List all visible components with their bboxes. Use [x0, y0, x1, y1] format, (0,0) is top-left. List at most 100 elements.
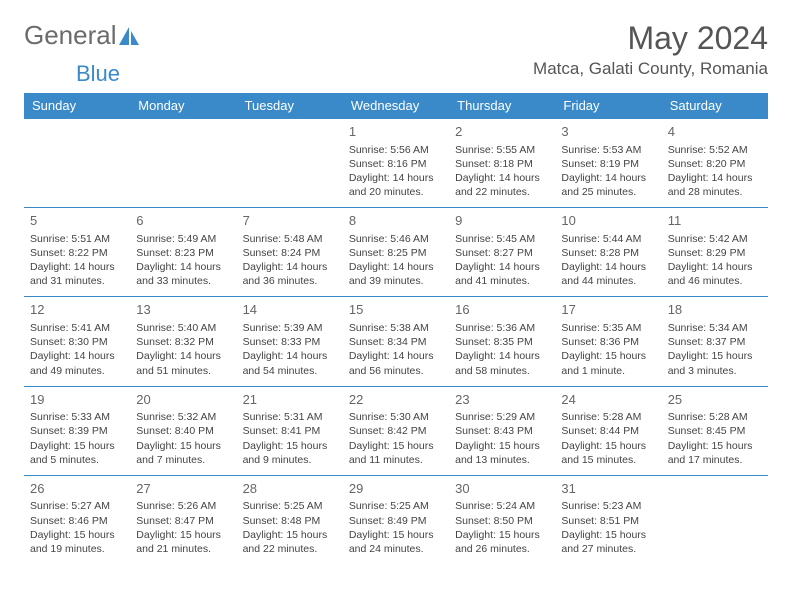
sunrise-line: Sunrise: 5:44 AM [561, 232, 655, 246]
sunrise-line: Sunrise: 5:53 AM [561, 143, 655, 157]
month-title: May 2024 [533, 20, 768, 57]
daylight-line: Daylight: 15 hours and 21 minutes. [136, 528, 230, 556]
day-number: 12 [30, 301, 124, 319]
sunset-line: Sunset: 8:51 PM [561, 514, 655, 528]
sunrise-line: Sunrise: 5:33 AM [30, 410, 124, 424]
daylight-line: Daylight: 14 hours and 51 minutes. [136, 349, 230, 377]
calendar-week-row: 12Sunrise: 5:41 AMSunset: 8:30 PMDayligh… [24, 297, 768, 386]
calendar-day-cell: 17Sunrise: 5:35 AMSunset: 8:36 PMDayligh… [555, 297, 661, 386]
calendar-day-cell: 11Sunrise: 5:42 AMSunset: 8:29 PMDayligh… [662, 208, 768, 297]
calendar-day-cell [24, 119, 130, 208]
calendar-day-cell: 24Sunrise: 5:28 AMSunset: 8:44 PMDayligh… [555, 386, 661, 475]
day-number: 14 [243, 301, 337, 319]
day-number: 28 [243, 480, 337, 498]
sunset-line: Sunset: 8:35 PM [455, 335, 549, 349]
sunset-line: Sunset: 8:24 PM [243, 246, 337, 260]
sunrise-line: Sunrise: 5:27 AM [30, 499, 124, 513]
daylight-line: Daylight: 14 hours and 28 minutes. [668, 171, 762, 199]
daylight-line: Daylight: 14 hours and 39 minutes. [349, 260, 443, 288]
day-number: 2 [455, 123, 549, 141]
logo: General [24, 20, 143, 51]
calendar-day-cell: 3Sunrise: 5:53 AMSunset: 8:19 PMDaylight… [555, 119, 661, 208]
daylight-line: Daylight: 15 hours and 22 minutes. [243, 528, 337, 556]
logo-text-1: General [24, 20, 117, 51]
day-number: 20 [136, 391, 230, 409]
weekday-sun: Sunday [24, 93, 130, 119]
sunrise-line: Sunrise: 5:31 AM [243, 410, 337, 424]
daylight-line: Daylight: 14 hours and 41 minutes. [455, 260, 549, 288]
sunset-line: Sunset: 8:16 PM [349, 157, 443, 171]
weekday-thu: Thursday [449, 93, 555, 119]
sunset-line: Sunset: 8:29 PM [668, 246, 762, 260]
sunset-line: Sunset: 8:39 PM [30, 424, 124, 438]
calendar-day-cell: 8Sunrise: 5:46 AMSunset: 8:25 PMDaylight… [343, 208, 449, 297]
calendar-day-cell: 20Sunrise: 5:32 AMSunset: 8:40 PMDayligh… [130, 386, 236, 475]
calendar-week-row: 19Sunrise: 5:33 AMSunset: 8:39 PMDayligh… [24, 386, 768, 475]
day-number: 6 [136, 212, 230, 230]
calendar-day-cell [130, 119, 236, 208]
day-number: 24 [561, 391, 655, 409]
sunset-line: Sunset: 8:20 PM [668, 157, 762, 171]
daylight-line: Daylight: 14 hours and 46 minutes. [668, 260, 762, 288]
day-number: 13 [136, 301, 230, 319]
sunset-line: Sunset: 8:23 PM [136, 246, 230, 260]
calendar-day-cell: 28Sunrise: 5:25 AMSunset: 8:48 PMDayligh… [237, 475, 343, 564]
sunrise-line: Sunrise: 5:34 AM [668, 321, 762, 335]
calendar-table: Sunday Monday Tuesday Wednesday Thursday… [24, 93, 768, 564]
daylight-line: Daylight: 15 hours and 7 minutes. [136, 439, 230, 467]
day-number: 17 [561, 301, 655, 319]
calendar-day-cell: 10Sunrise: 5:44 AMSunset: 8:28 PMDayligh… [555, 208, 661, 297]
daylight-line: Daylight: 14 hours and 33 minutes. [136, 260, 230, 288]
sunset-line: Sunset: 8:22 PM [30, 246, 124, 260]
sunset-line: Sunset: 8:28 PM [561, 246, 655, 260]
sunrise-line: Sunrise: 5:56 AM [349, 143, 443, 157]
day-number: 25 [668, 391, 762, 409]
sunrise-line: Sunrise: 5:23 AM [561, 499, 655, 513]
daylight-line: Daylight: 15 hours and 26 minutes. [455, 528, 549, 556]
calendar-day-cell: 16Sunrise: 5:36 AMSunset: 8:35 PMDayligh… [449, 297, 555, 386]
weekday-tue: Tuesday [237, 93, 343, 119]
sunrise-line: Sunrise: 5:35 AM [561, 321, 655, 335]
sunrise-line: Sunrise: 5:28 AM [561, 410, 655, 424]
daylight-line: Daylight: 15 hours and 9 minutes. [243, 439, 337, 467]
daylight-line: Daylight: 14 hours and 56 minutes. [349, 349, 443, 377]
calendar-day-cell: 2Sunrise: 5:55 AMSunset: 8:18 PMDaylight… [449, 119, 555, 208]
daylight-line: Daylight: 14 hours and 31 minutes. [30, 260, 124, 288]
daylight-line: Daylight: 15 hours and 11 minutes. [349, 439, 443, 467]
calendar-header-row: Sunday Monday Tuesday Wednesday Thursday… [24, 93, 768, 119]
daylight-line: Daylight: 14 hours and 22 minutes. [455, 171, 549, 199]
sunset-line: Sunset: 8:34 PM [349, 335, 443, 349]
sunset-line: Sunset: 8:37 PM [668, 335, 762, 349]
sunrise-line: Sunrise: 5:25 AM [243, 499, 337, 513]
sunset-line: Sunset: 8:48 PM [243, 514, 337, 528]
calendar-day-cell: 6 Sunrise: 5:49 AMSunset: 8:23 PMDaylight… [130, 208, 236, 297]
sunrise-line: Sunrise: 5:46 AM [349, 232, 443, 246]
sunrise-line: Sunrise: 5:42 AM [668, 232, 762, 246]
sunset-line: Sunset: 8:50 PM [455, 514, 549, 528]
title-block: May 2024 Matca, Galati County, Romania [533, 20, 768, 79]
calendar-day-cell [237, 119, 343, 208]
daylight-line: Daylight: 14 hours and 49 minutes. [30, 349, 124, 377]
daylight-line: Daylight: 15 hours and 1 minute. [561, 349, 655, 377]
sunset-line: Sunset: 8:40 PM [136, 424, 230, 438]
day-number: 7 [243, 212, 337, 230]
sunrise-line: Sunrise: 5:25 AM [349, 499, 443, 513]
day-number: 21 [243, 391, 337, 409]
day-number: 1 [349, 123, 443, 141]
calendar-day-cell: 26Sunrise: 5:27 AMSunset: 8:46 PMDayligh… [24, 475, 130, 564]
daylight-line: Daylight: 14 hours and 58 minutes. [455, 349, 549, 377]
daylight-line: Daylight: 15 hours and 17 minutes. [668, 439, 762, 467]
weekday-fri: Friday [555, 93, 661, 119]
sunrise-line: Sunrise: 5:40 AM [136, 321, 230, 335]
sunrise-line: Sunrise: 5:49 AM [136, 232, 230, 246]
day-number: 23 [455, 391, 549, 409]
sunset-line: Sunset: 8:46 PM [30, 514, 124, 528]
sunset-line: Sunset: 8:43 PM [455, 424, 549, 438]
sunrise-line: Sunrise: 5:36 AM [455, 321, 549, 335]
sunset-line: Sunset: 8:45 PM [668, 424, 762, 438]
day-number: 3 [561, 123, 655, 141]
location: Matca, Galati County, Romania [533, 59, 768, 79]
sunset-line: Sunset: 8:33 PM [243, 335, 337, 349]
calendar-day-cell: 31Sunrise: 5:23 AMSunset: 8:51 PMDayligh… [555, 475, 661, 564]
logo-text-2: Blue [76, 61, 120, 87]
